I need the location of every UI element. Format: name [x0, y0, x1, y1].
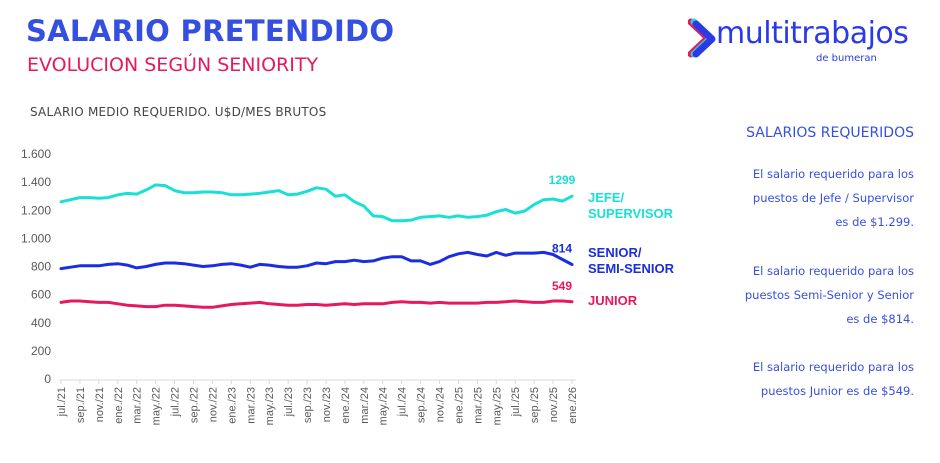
sidebar-line: es de $814.: [846, 312, 914, 326]
x-tick-label: sep./21: [75, 387, 87, 423]
sidebar-line: El salario requerido para los: [752, 360, 914, 374]
chart-caption: SALARIO MEDIO REQUERIDO. U$D/MES BRUTOS: [30, 105, 327, 119]
page-subtitle: EVOLUCION SEGÚN SENIORITY: [27, 54, 319, 76]
y-tick-label: 600: [31, 288, 51, 302]
end-value-label: 1299: [549, 173, 576, 187]
x-tick-label: jul./23: [283, 387, 295, 417]
sidebar-line: El salario requerido para los: [752, 167, 914, 181]
x-tick-label: nov./23: [321, 387, 333, 422]
x-tick-label: mar./24: [359, 387, 371, 424]
y-tick-label: 800: [31, 260, 51, 274]
series-name-label: SEMI-SENIOR: [588, 261, 675, 276]
x-tick-label: sep./24: [416, 387, 428, 423]
series-name-label: JEFE/: [588, 190, 625, 205]
series-line-junior: [59, 299, 574, 309]
x-tick-label: mar./25: [472, 387, 484, 424]
x-tick-label: jul./25: [510, 387, 522, 417]
x-tick-label: sep./22: [188, 387, 200, 423]
sidebar-line: puestos de Jefe / Supervisor: [752, 191, 914, 205]
x-tick-label: ene./26: [567, 387, 579, 424]
sidebar-line: puestos Junior es de $549.: [760, 384, 914, 398]
chevron-logo-icon: [688, 18, 716, 58]
series-name-label: SENIOR/: [588, 245, 642, 260]
sidebar-line: puestos Semi-Senior y Senior: [744, 288, 914, 302]
x-tick-label: nov./24: [435, 387, 447, 422]
page-title: SALARIO PRETENDIDO: [26, 14, 395, 48]
x-tick-label: may./22: [151, 387, 163, 425]
x-tick-label: jul./22: [170, 387, 182, 417]
x-tick-label: sep./23: [302, 387, 314, 423]
x-tick-label: ene./22: [113, 387, 125, 424]
salary-line-chart: 0 200 400 600 800 1.000 1.200 1.400 1.600 jul./21…: [21, 147, 675, 425]
sidebar-paragraph-jefe: El salario requerido para los puestos de…: [694, 162, 914, 234]
end-value-label: 549: [552, 279, 572, 293]
x-tick-label: nov./21: [94, 387, 106, 422]
x-tick-label: jul./21: [56, 387, 68, 417]
series-name-label: SUPERVISOR: [588, 206, 674, 221]
x-tick-label: ene./23: [226, 387, 238, 424]
y-tick-label: 1.400: [21, 175, 51, 189]
y-tick-label: 0: [44, 372, 51, 386]
series-name-label: JUNIOR: [588, 293, 638, 308]
sidebar-paragraph-junior: El salario requerido para los puestos Ju…: [694, 355, 914, 403]
logo-tagline: de bumeran: [816, 53, 877, 64]
sidebar-line: El salario requerido para los: [752, 264, 914, 278]
x-tick-label: jul./24: [397, 387, 409, 417]
x-tick-label: may./24: [378, 387, 390, 425]
y-tick-label: 200: [31, 344, 51, 358]
x-tick-label: mar./23: [245, 387, 257, 424]
x-tick-label: may./23: [264, 387, 276, 425]
x-tick-label: may./25: [491, 387, 503, 425]
x-tick-label: ene./24: [340, 387, 352, 424]
series-line-senior: [59, 250, 574, 271]
x-tick-label: sep./25: [529, 387, 541, 423]
sidebar-line: es de $1.299.: [835, 215, 914, 229]
x-tick-label: nov./22: [207, 387, 219, 422]
y-tick-label: 1.200: [21, 203, 51, 217]
sidebar-title: SALARIOS REQUERIDOS: [746, 125, 914, 141]
x-tick-label: nov./25: [548, 387, 560, 422]
y-tick-label: 1.600: [21, 147, 51, 161]
y-tick-label: 400: [31, 316, 51, 330]
logo-wordmark: multitrabajos: [716, 16, 909, 51]
x-tick-label: ene./25: [453, 387, 465, 424]
sidebar-paragraph-senior: El salario requerido para los puestos Se…: [694, 259, 914, 331]
multitrabajos-logo: multitrabajos de bumeran: [688, 16, 933, 66]
y-tick-label: 1.000: [21, 231, 51, 245]
x-tick-label: mar./22: [132, 387, 144, 424]
series-line-jefe: [59, 183, 574, 223]
end-value-label: 814: [552, 242, 572, 256]
